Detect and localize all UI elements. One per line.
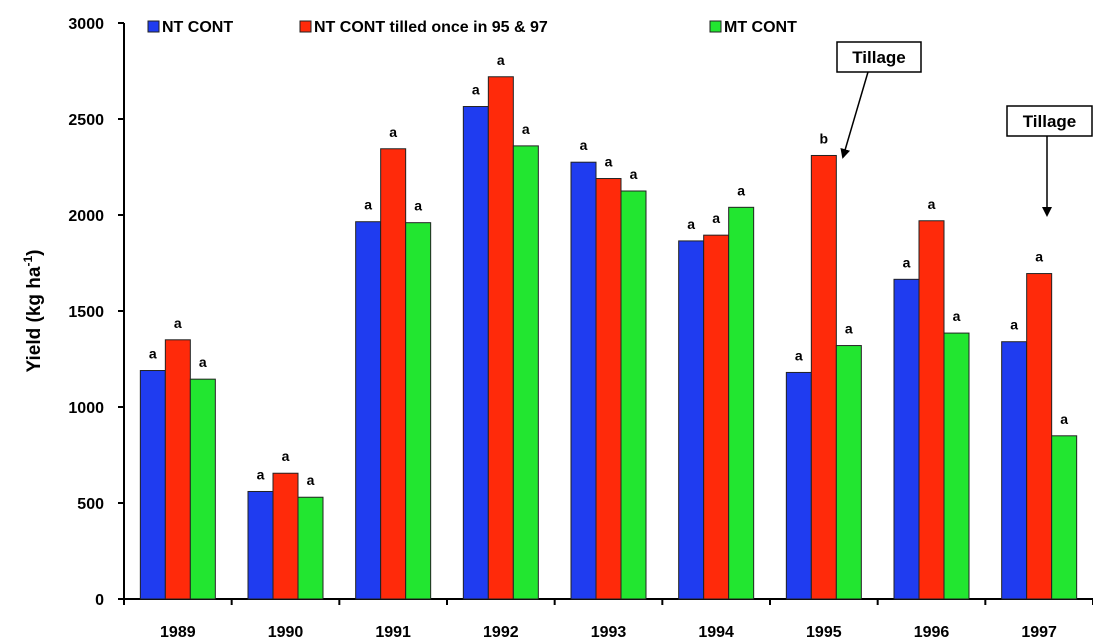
x-tick-label: 1993 bbox=[591, 624, 627, 641]
y-tick-label: 3000 bbox=[68, 16, 104, 33]
bar bbox=[893, 278, 920, 600]
bar-letter: b bbox=[820, 130, 829, 146]
bar-letter: a bbox=[497, 52, 505, 68]
x-tick-label: 1989 bbox=[160, 624, 196, 641]
bar bbox=[139, 370, 166, 600]
annotation-text: Tillage bbox=[1023, 112, 1077, 131]
y-tick-label: 1000 bbox=[68, 400, 104, 417]
bar bbox=[164, 339, 191, 600]
bar bbox=[678, 240, 705, 600]
bar bbox=[512, 145, 539, 600]
legend-swatch bbox=[147, 20, 160, 33]
y-tick-label: 2000 bbox=[68, 208, 104, 225]
x-tick-label: 1997 bbox=[1021, 624, 1057, 641]
bar-letter: a bbox=[605, 154, 613, 170]
bar-letter: a bbox=[307, 472, 315, 488]
bar-letter: a bbox=[928, 196, 936, 212]
bar bbox=[728, 206, 755, 600]
bar bbox=[703, 234, 730, 600]
annotation-box bbox=[1006, 105, 1093, 137]
bar bbox=[1001, 341, 1028, 600]
x-tick-label: 1990 bbox=[268, 624, 304, 641]
bar-letter: a bbox=[845, 321, 853, 337]
bar bbox=[943, 332, 970, 600]
bar bbox=[189, 378, 216, 600]
bar-letter: a bbox=[953, 308, 961, 324]
bar bbox=[785, 371, 812, 600]
bar bbox=[405, 222, 432, 600]
legend-label: NT CONT tilled once in 95 & 97 bbox=[314, 19, 548, 36]
bar-letter: a bbox=[149, 346, 157, 362]
bar bbox=[570, 161, 597, 600]
bar-letter: a bbox=[1010, 317, 1018, 333]
bar-letter: a bbox=[522, 121, 530, 137]
bar-letter: a bbox=[472, 82, 480, 98]
bar bbox=[918, 220, 945, 600]
annotation-text: Tillage bbox=[852, 48, 906, 67]
bar bbox=[247, 490, 274, 600]
bar bbox=[1051, 435, 1078, 600]
x-tick-label: 1994 bbox=[698, 624, 734, 641]
legend-swatch bbox=[299, 20, 312, 33]
bar bbox=[595, 178, 622, 600]
annotation-arrow bbox=[840, 71, 869, 159]
bar bbox=[487, 76, 514, 600]
y-tick-label: 0 bbox=[95, 592, 104, 609]
y-tick-label: 2500 bbox=[68, 112, 104, 129]
y-label-sup: -1 bbox=[21, 256, 35, 267]
bar-letter: a bbox=[1035, 249, 1043, 265]
bar bbox=[620, 190, 647, 600]
bar-letter: a bbox=[687, 216, 695, 232]
bar-letter: a bbox=[737, 182, 745, 198]
bar-letter: a bbox=[389, 124, 397, 140]
bar bbox=[380, 148, 407, 600]
bar-letter: a bbox=[414, 198, 422, 214]
bar-letter: a bbox=[712, 210, 720, 226]
legend-label: NT CONT bbox=[162, 19, 233, 36]
bar-letter: a bbox=[630, 166, 638, 182]
bar bbox=[272, 472, 299, 600]
y-tick-label: 500 bbox=[77, 496, 104, 513]
bar bbox=[355, 221, 382, 600]
bar-letter: a bbox=[1060, 411, 1068, 427]
x-tick-label: 1996 bbox=[914, 624, 950, 641]
bar bbox=[297, 496, 324, 600]
y-axis-label: Yield (kg ha-1) bbox=[21, 250, 45, 373]
bar-letter: a bbox=[199, 354, 207, 370]
bar bbox=[835, 345, 862, 600]
bar-letter: a bbox=[282, 448, 290, 464]
bar-letter: a bbox=[580, 137, 588, 153]
bar bbox=[1026, 273, 1053, 600]
x-tick-label: 1991 bbox=[375, 624, 411, 641]
bar-letter: a bbox=[364, 197, 372, 213]
y-label-main: Yield (kg ha bbox=[24, 266, 45, 372]
bar-letter: a bbox=[903, 254, 911, 270]
y-tick-label: 1500 bbox=[68, 304, 104, 321]
annotation-box bbox=[836, 41, 922, 73]
x-tick-label: 1992 bbox=[483, 624, 519, 641]
bar bbox=[810, 154, 837, 600]
legend-label: MT CONT bbox=[724, 19, 797, 36]
y-label-end: ) bbox=[24, 250, 45, 256]
bar bbox=[462, 106, 489, 600]
bar-letter: a bbox=[257, 466, 265, 482]
bar-letter: a bbox=[795, 347, 803, 363]
bar-letter: a bbox=[174, 315, 182, 331]
x-tick-label: 1995 bbox=[806, 624, 842, 641]
legend-swatch bbox=[709, 20, 722, 33]
